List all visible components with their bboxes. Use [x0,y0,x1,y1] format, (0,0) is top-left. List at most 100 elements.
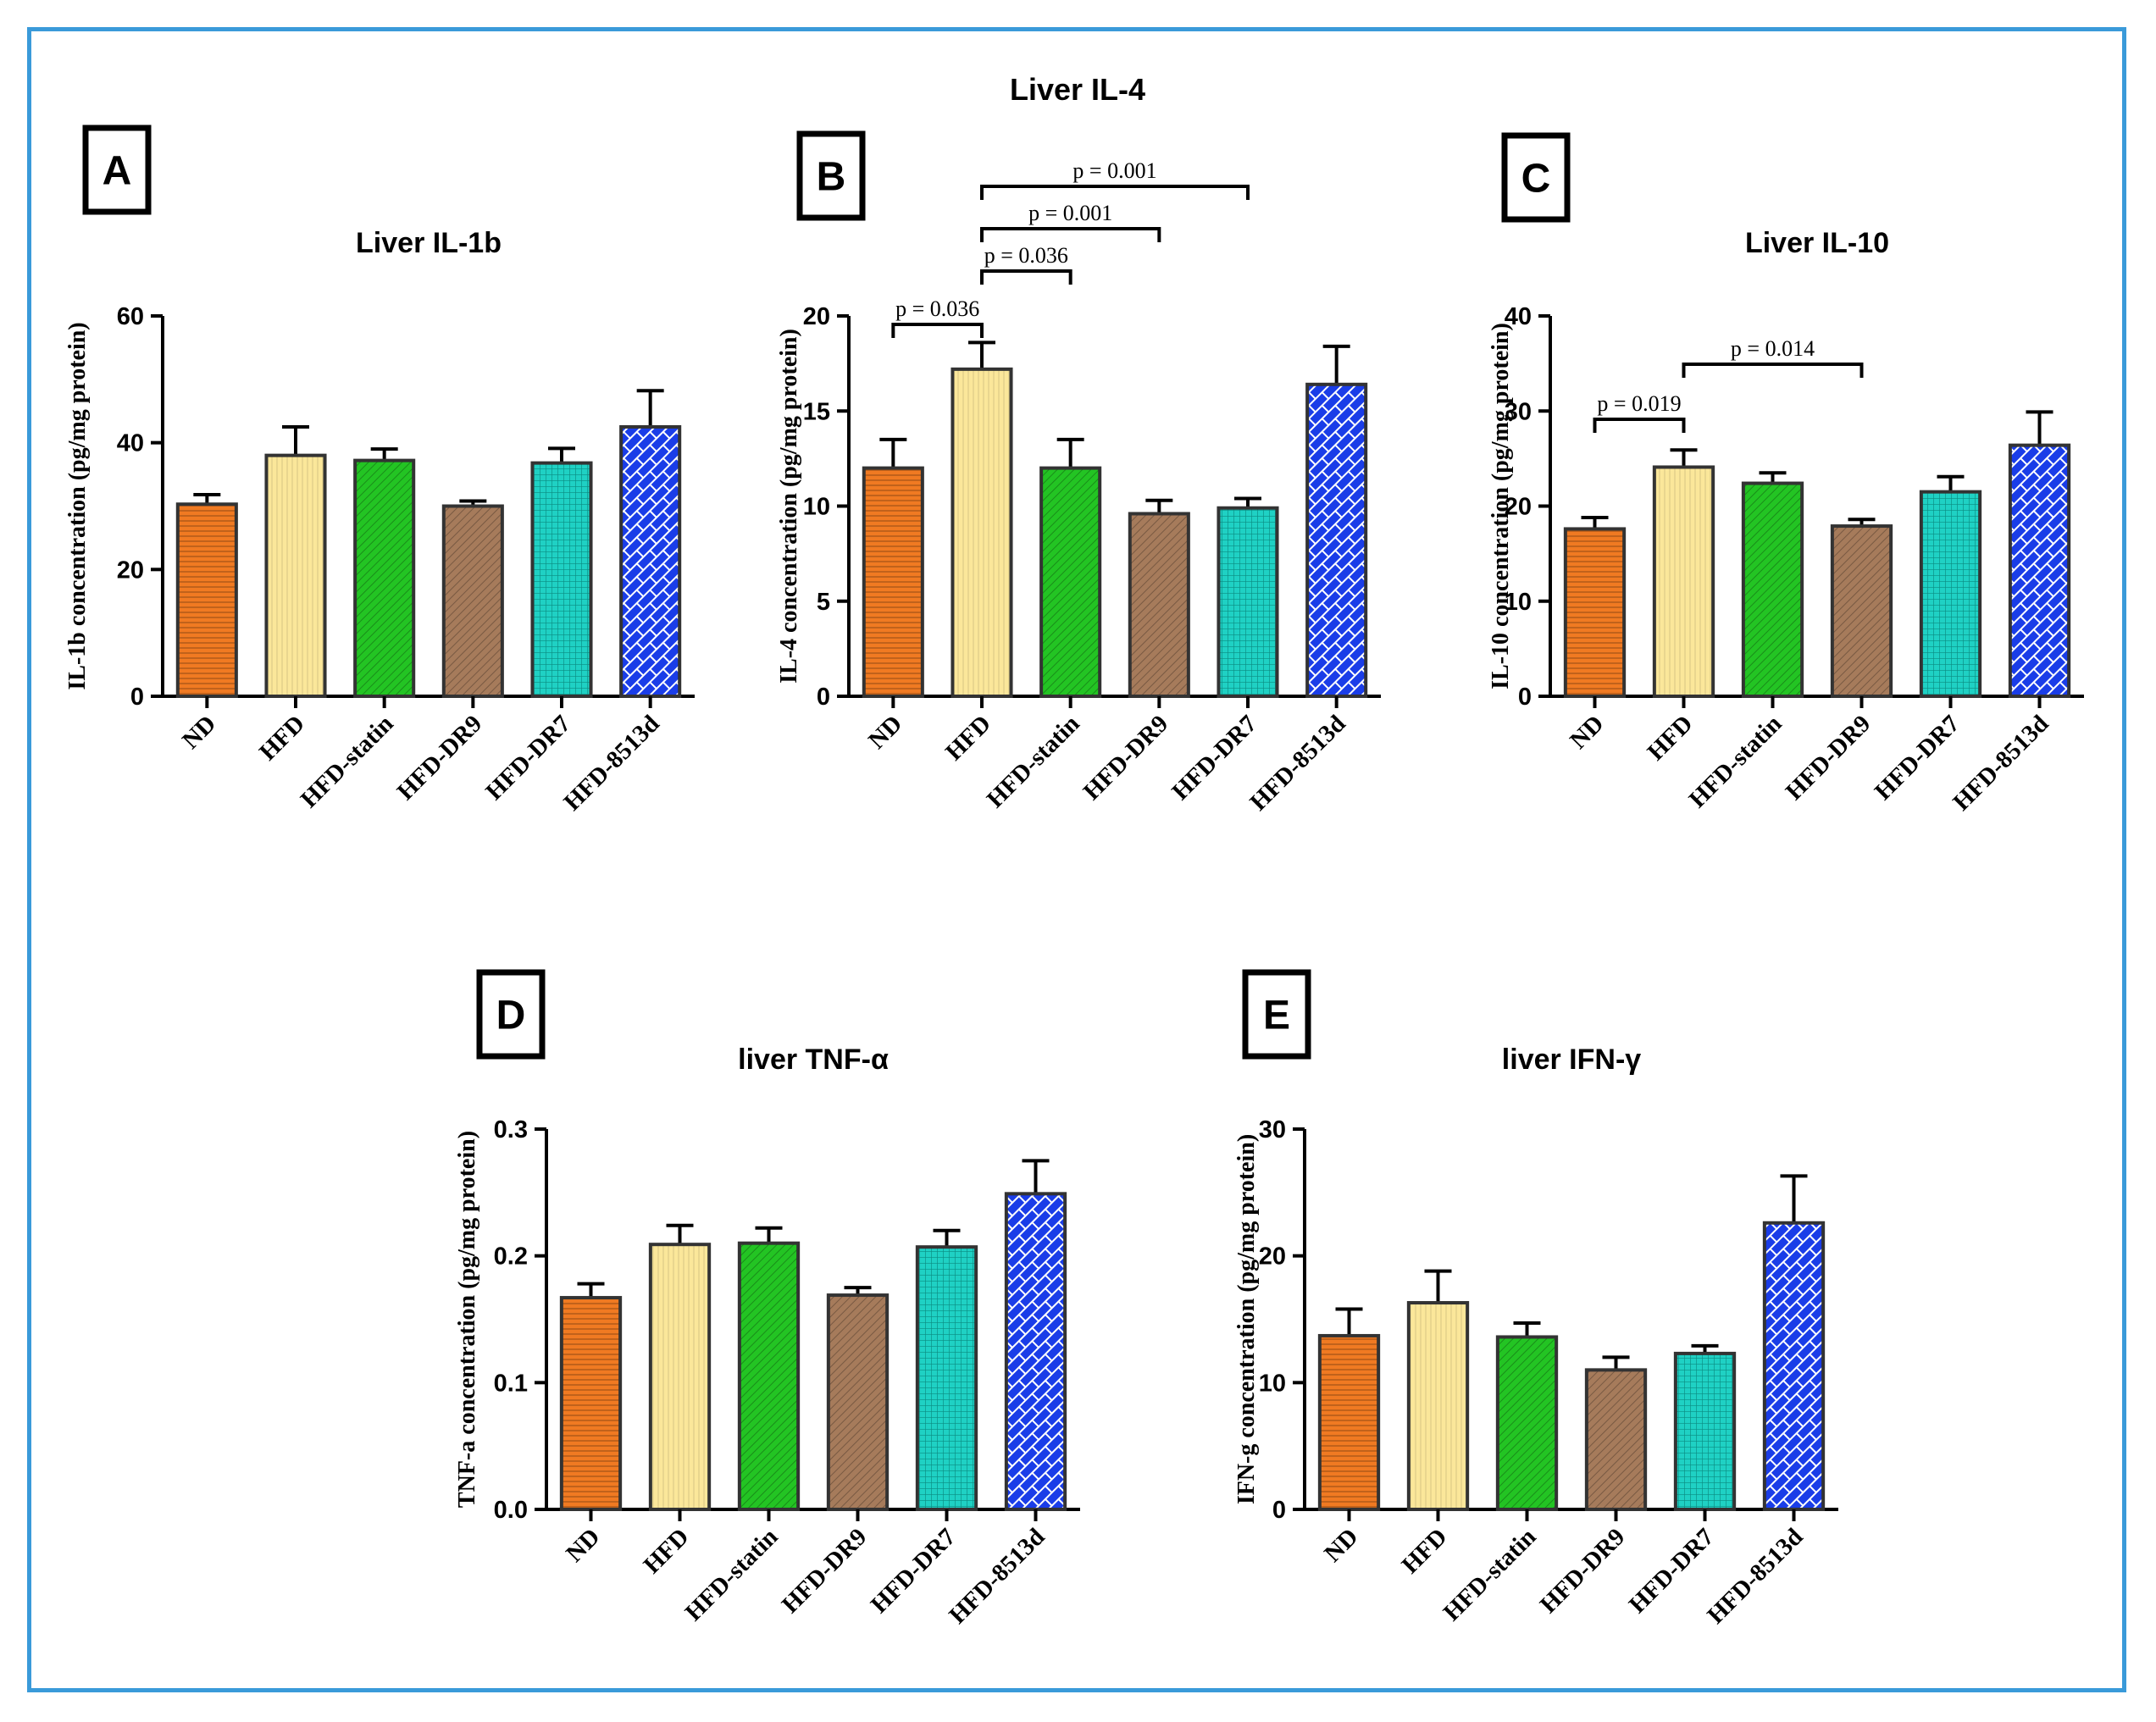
x-tick-label: ND [1319,1523,1363,1567]
bar-nd [559,1296,623,1511]
bar-hfd-dr7 [1217,506,1279,698]
significance-bracket [1682,363,1864,378]
bar-hfd-8513d [2008,443,2071,698]
bar-hfd-dr9 [441,504,504,698]
x-tick-label: HFD-statin [982,710,1085,813]
x-tick-label: HFD-DR9 [392,710,488,806]
bar-nd [175,502,238,698]
y-tick-label: 10 [1505,589,1532,616]
y-tick-label: 0 [1272,1497,1286,1524]
bar-hfd-statin [737,1241,801,1511]
significance-label: p = 0.036 [984,243,1068,268]
panel-letter: C [1521,157,1551,202]
bar-hfd-dr7 [1919,490,1982,698]
panel-letter-box [1501,132,1571,223]
y-tick-label: 20 [1505,494,1532,521]
chart-title: liver IFN-γ [1502,1044,1641,1076]
x-tick-label: HFD-DR7 [1870,710,1965,806]
bar-hfd-8513d [1305,382,1368,698]
y-tick-label: 30 [1505,398,1532,425]
y-tick-label: 20 [117,556,144,584]
significance-label: p = 0.019 [1597,391,1681,416]
figure-header-title: Liver IL-4 [1010,72,1145,107]
y-tick-label: 0 [1518,684,1532,711]
bar-hfd-dr7 [915,1245,978,1511]
x-tick-label: ND [1565,710,1609,754]
bar-hfd [951,367,1013,698]
y-axis-label: IL-4 concentration (pg/mg protein) [776,329,802,684]
y-tick-label: 0 [130,684,144,711]
x-tick-label: HFD-8513d [1702,1523,1808,1629]
panel-letter: D [496,994,526,1038]
significance-bracket [980,269,1072,285]
x-tick-label: HFD-statin [1438,1523,1542,1626]
x-tick-label: ND [863,710,907,754]
bar-nd [862,466,924,698]
x-tick-label: HFD-statin [1684,710,1787,813]
bar-hfd-statin [353,458,416,698]
y-tick-label: 0.1 [494,1370,528,1397]
bar-nd [1563,527,1627,698]
x-tick-label: HFD [1643,710,1699,766]
bar-hfd-dr7 [1673,1351,1737,1512]
x-tick-label: ND [561,1523,605,1567]
bar-hfd-statin [1495,1335,1559,1512]
x-tick-label: HFD-statin [296,710,399,813]
x-tick-label: HFD [940,710,996,766]
y-axis-label: IL-1b concentration (pg/mg protein) [64,322,91,689]
significance-bracket [980,185,1250,200]
y-axis-label: TNF-a concentration (pg/mg protein) [454,1131,480,1508]
x-tick-label: HFD-DR7 [866,1523,962,1619]
x-tick-label: HFD-DR9 [1781,710,1876,806]
significance-bracket [1593,418,1686,433]
x-tick-label: ND [177,710,221,754]
y-tick-label: 0.0 [494,1497,528,1524]
x-tick-label: HFD-DR9 [777,1523,873,1619]
x-tick-label: HFD-statin [680,1523,784,1626]
x-tick-label: HFD [639,1523,695,1579]
panel-letter-box [82,125,152,215]
y-tick-label: 15 [803,398,830,425]
bar-hfd-8513d [1762,1221,1826,1511]
x-tick-label: HFD-8513d [1948,710,2053,816]
y-tick-label: 20 [803,303,830,330]
bar-hfd-dr9 [1128,512,1190,698]
y-axis-label: IL-10 concentration (pg/mg protein) [1488,323,1514,689]
bar-hfd [648,1243,712,1511]
bar-hfd-dr7 [530,461,593,698]
chart-panel-a: A Liver IL-1b IL-1b concentration (pg/mg p… [64,125,695,816]
significance-bracket [980,227,1161,242]
chart-panel-c: C Liver IL-10 IL-10 concentration (pg/mg p… [1488,132,2084,816]
panel-letter-box [476,969,546,1060]
bar-hfd-statin [1039,466,1102,698]
bar-nd [1317,1333,1381,1511]
y-tick-label: 20 [1259,1243,1286,1271]
x-tick-label: HFD-8513d [558,710,664,816]
y-tick-label: 5 [817,589,830,616]
chart-title: Liver IL-10 [1745,227,1889,259]
panel-letter: A [103,149,132,194]
x-tick-label: HFD-8513d [1244,710,1350,816]
x-tick-label: HFD-DR7 [1624,1523,1720,1619]
significance-label: p = 0.001 [1028,201,1112,225]
y-tick-label: 0.2 [494,1243,528,1271]
chart-title: Liver IL-1b [356,227,502,259]
significance-label: p = 0.001 [1072,158,1156,183]
panel-letter-box [796,130,866,221]
y-tick-label: 0.3 [494,1116,528,1143]
bar-hfd [264,453,327,699]
y-tick-label: 0 [817,684,830,711]
panel-letter-box [1242,969,1311,1060]
x-tick-label: HFD [254,710,310,766]
bar-hfd [1652,465,1715,698]
bar-hfd-statin [1741,481,1804,698]
x-tick-label: HFD-DR9 [1535,1523,1631,1619]
y-axis-label: IFN-g concentration (pg/mg protein) [1233,1134,1260,1504]
panel-letter: B [817,155,846,200]
x-tick-label: HFD [1397,1523,1453,1579]
bar-hfd-dr9 [1584,1368,1648,1512]
y-tick-label: 30 [1259,1116,1286,1143]
